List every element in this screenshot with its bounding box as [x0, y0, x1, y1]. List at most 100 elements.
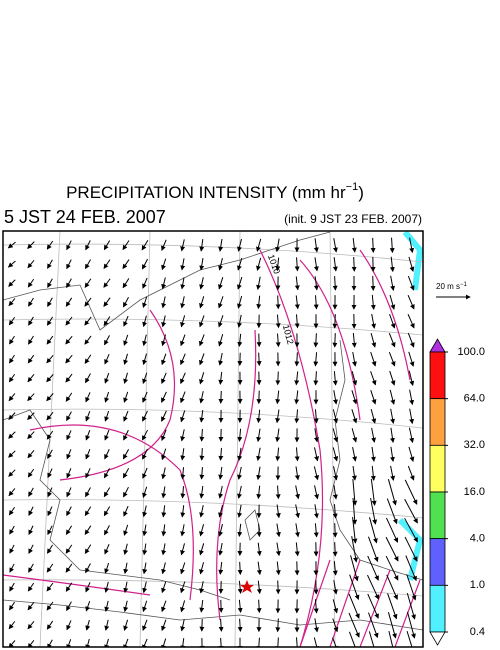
wind-arrow — [370, 446, 376, 462]
wind-arrow — [237, 523, 243, 538]
wind-arrow — [104, 372, 110, 384]
wind-arrow — [351, 465, 357, 481]
wind-arrow — [161, 353, 167, 366]
wind-arrow — [28, 563, 34, 573]
wind-arrow — [218, 371, 224, 385]
wind-arrow — [388, 352, 396, 367]
wind-arrow — [218, 390, 224, 404]
wind-arrow — [313, 238, 319, 253]
wind-arrow — [294, 314, 300, 329]
wind-arrow — [275, 618, 281, 633]
wind-arrow — [103, 297, 111, 307]
wind-arrow — [180, 619, 186, 632]
wind-arrow — [180, 486, 186, 499]
wind-arrow — [161, 410, 167, 422]
wind-arrow — [313, 523, 319, 538]
wind-arrow — [199, 524, 205, 537]
wind-arrow — [389, 313, 396, 329]
wind-arrow — [256, 352, 262, 367]
wind-arrow — [275, 580, 281, 595]
wind-arrow — [161, 581, 167, 594]
wind-arrow — [27, 241, 35, 249]
wind-arrow — [9, 563, 15, 573]
wind-arrow — [407, 294, 415, 310]
wind-arrow — [47, 525, 53, 536]
wind-arrow — [161, 524, 167, 537]
colorbar-bin — [429, 444, 446, 493]
wind-arrow — [161, 543, 167, 556]
wind-arrow — [389, 237, 395, 254]
wind-arrow — [333, 580, 338, 595]
wind-arrow — [237, 580, 243, 595]
wind-arrow — [237, 333, 243, 348]
wind-arrow — [122, 259, 130, 270]
init-time: (init. 9 JST 23 FEB. 2007) — [284, 212, 422, 226]
wind-arrow — [313, 428, 319, 443]
wind-arrow — [47, 487, 53, 498]
wind-arrow — [85, 600, 91, 612]
wind-arrow — [123, 600, 129, 613]
wind-arrow — [408, 370, 415, 387]
wind-arrow — [8, 431, 16, 439]
wind-arrow — [218, 523, 223, 537]
wind-arrow — [385, 555, 399, 581]
wind-arrow — [351, 256, 357, 272]
wind-arrow — [161, 600, 167, 613]
wind-arrow — [123, 296, 129, 308]
colorbar-label: 64.0 — [464, 393, 485, 405]
wind-arrow — [370, 275, 376, 291]
wind-arrow — [313, 352, 319, 367]
wind-arrow — [27, 278, 35, 288]
wind-arrow — [180, 600, 186, 613]
wind-arrow — [351, 237, 357, 253]
wind-arrow — [161, 258, 167, 271]
wind-arrow — [104, 543, 110, 555]
wind-arrow — [352, 447, 358, 462]
wind-arrow — [104, 562, 110, 574]
wind-arrow — [142, 562, 148, 575]
wind-arrow — [385, 517, 399, 543]
wind-arrow — [104, 600, 110, 612]
wind-arrow — [27, 468, 35, 478]
wind-arrow — [294, 257, 300, 272]
wind-arrow — [180, 638, 186, 647]
wind-arrow — [161, 562, 167, 575]
wind-arrow — [46, 620, 54, 630]
wind-arrow — [408, 256, 415, 272]
wind-arrow — [180, 258, 186, 271]
wind-arrow — [367, 536, 379, 563]
wind-arrow — [256, 466, 262, 481]
wind-arrow — [161, 486, 167, 499]
wind-arrow — [142, 467, 148, 479]
wind-arrow — [351, 332, 357, 348]
wind-arrow — [8, 488, 16, 497]
wind-arrow — [350, 555, 359, 582]
wind-arrow — [275, 504, 281, 519]
wind-arrow — [123, 505, 129, 517]
wind-arrow — [142, 486, 148, 499]
wind-arrow — [332, 523, 338, 538]
wind-arrow — [332, 504, 338, 519]
wind-arrow — [389, 389, 396, 405]
wind-arrow — [142, 296, 148, 309]
wind-arrow — [8, 601, 15, 611]
colorbar-bin — [429, 398, 446, 446]
wind-arrow — [294, 371, 300, 386]
wind-arrow — [409, 408, 415, 425]
wind-arrow — [161, 296, 167, 309]
wind-arrow — [332, 428, 339, 443]
wind-arrow — [28, 506, 34, 516]
wind-arrow — [122, 278, 130, 289]
wind-arrow — [123, 410, 129, 422]
wind-arrow — [47, 297, 53, 307]
wind-arrow — [104, 391, 110, 403]
wind-arrow — [27, 621, 35, 630]
wind-arrow — [8, 469, 16, 477]
wind-arrow — [387, 612, 397, 639]
wind-arrow — [333, 466, 339, 481]
wind-arrow — [28, 487, 34, 497]
wind-arrow — [199, 562, 205, 575]
wind-arrow — [313, 637, 320, 647]
wind-arrow — [313, 276, 319, 291]
